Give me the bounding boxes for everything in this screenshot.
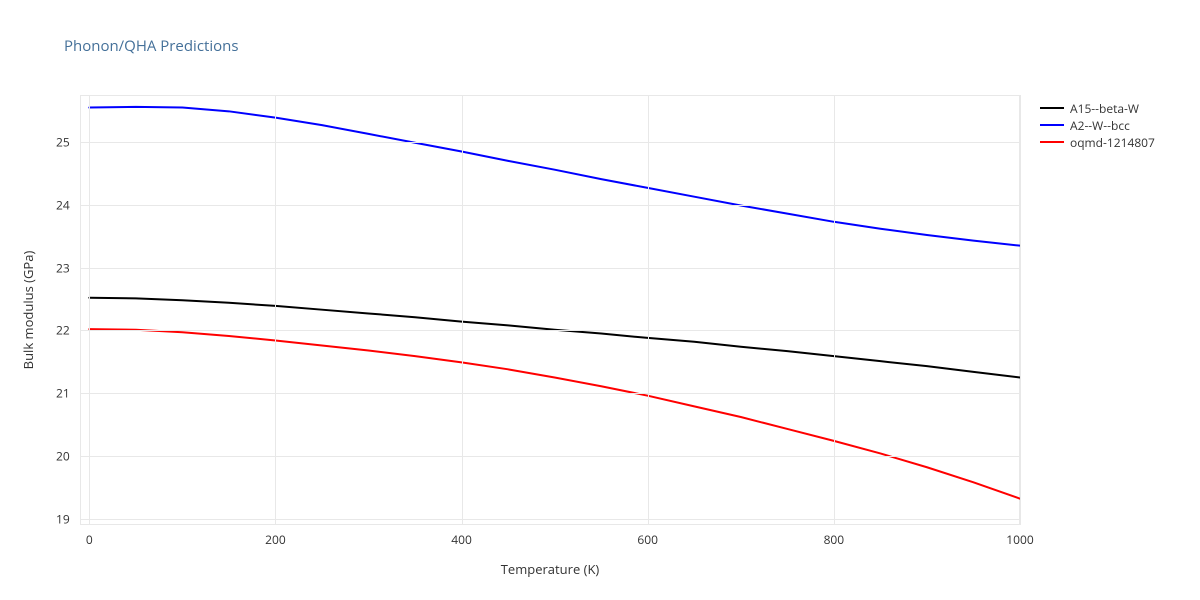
chart-container: Phonon/QHA Predictions 0 200 400 600 800 1000…: [0, 0, 1200, 600]
gridline-h: [80, 393, 1020, 394]
x-tick-label: 600: [637, 531, 658, 548]
y-axis-label: Bulk modulus (GPa): [19, 251, 37, 370]
gridline-v: [462, 95, 463, 525]
gridline-v: [275, 95, 276, 525]
y-tick-label: 20: [56, 447, 70, 464]
series-line: [89, 298, 1020, 378]
chart-title: Phonon/QHA Predictions: [64, 36, 239, 56]
x-tick-label: 800: [824, 531, 845, 548]
y-tick-label: 23: [56, 259, 70, 276]
x-tick-label: 400: [451, 531, 472, 548]
legend-label: A15--beta-W: [1070, 100, 1139, 117]
gridline-v: [1020, 95, 1021, 525]
y-tick-label: 25: [56, 134, 70, 151]
legend: A15--beta-WA2--W--bccoqmd-1214807: [1040, 100, 1155, 151]
x-tick-label: 200: [265, 531, 286, 548]
legend-item[interactable]: A2--W--bcc: [1040, 117, 1155, 133]
y-tick-label: 21: [56, 385, 70, 402]
gridline-h: [80, 456, 1020, 457]
gridline-h: [80, 330, 1020, 331]
plot-area: [80, 95, 1020, 525]
legend-swatch: [1040, 124, 1064, 127]
legend-label: oqmd-1214807: [1070, 134, 1155, 151]
y-tick-label: 24: [56, 196, 70, 213]
legend-label: A2--W--bcc: [1070, 117, 1130, 134]
series-line: [89, 329, 1020, 498]
gridline-h: [80, 205, 1020, 206]
legend-item[interactable]: A15--beta-W: [1040, 100, 1155, 116]
x-axis-label: Temperature (K): [501, 560, 600, 578]
gridline-v: [89, 95, 90, 525]
legend-item[interactable]: oqmd-1214807: [1040, 134, 1155, 150]
y-tick-label: 22: [56, 322, 70, 339]
legend-swatch: [1040, 141, 1064, 144]
x-tick-label: 0: [86, 531, 93, 548]
line-layer: [80, 95, 1020, 525]
gridline-h: [80, 142, 1020, 143]
gridline-h: [80, 519, 1020, 520]
x-tick-label: 1000: [1006, 531, 1033, 548]
series-line: [89, 107, 1020, 246]
gridline-h: [80, 268, 1020, 269]
legend-swatch: [1040, 107, 1064, 110]
gridline-v: [834, 95, 835, 525]
y-tick-label: 19: [56, 510, 70, 527]
gridline-v: [648, 95, 649, 525]
